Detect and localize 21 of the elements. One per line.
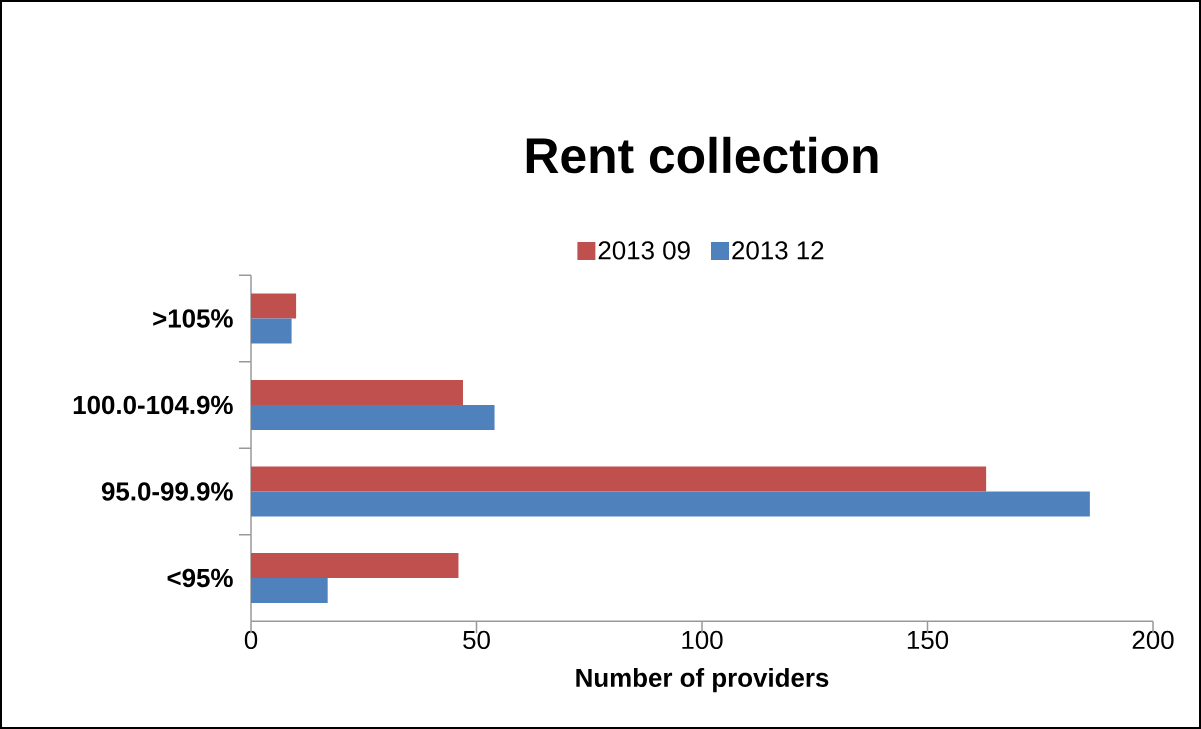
y-tick-label: 95.0-99.9% bbox=[101, 482, 233, 501]
bar bbox=[251, 577, 328, 603]
chart-title: Rent collection bbox=[526, 136, 878, 174]
bar bbox=[251, 552, 459, 578]
y-tick-label: >105% bbox=[153, 309, 233, 328]
x-axis-title: Number of providers bbox=[576, 667, 829, 693]
bar bbox=[251, 466, 987, 492]
x-tick-label: 150 bbox=[907, 630, 949, 650]
x-tick-label: 200 bbox=[1132, 630, 1174, 650]
bar bbox=[251, 379, 463, 405]
x-tick-label: 50 bbox=[463, 630, 490, 650]
x-tick-label: 100 bbox=[682, 630, 723, 650]
bar bbox=[251, 491, 1090, 517]
bar bbox=[251, 293, 297, 319]
legend-label: 2013 12 bbox=[732, 241, 824, 260]
bar bbox=[251, 318, 292, 344]
bar bbox=[251, 404, 495, 430]
y-tick-label: 100.0-104.9% bbox=[73, 395, 233, 415]
legend-label: 2013 09 bbox=[598, 241, 690, 260]
y-tick-label: <95% bbox=[167, 568, 233, 588]
x-tick-label: 0 bbox=[244, 630, 258, 650]
